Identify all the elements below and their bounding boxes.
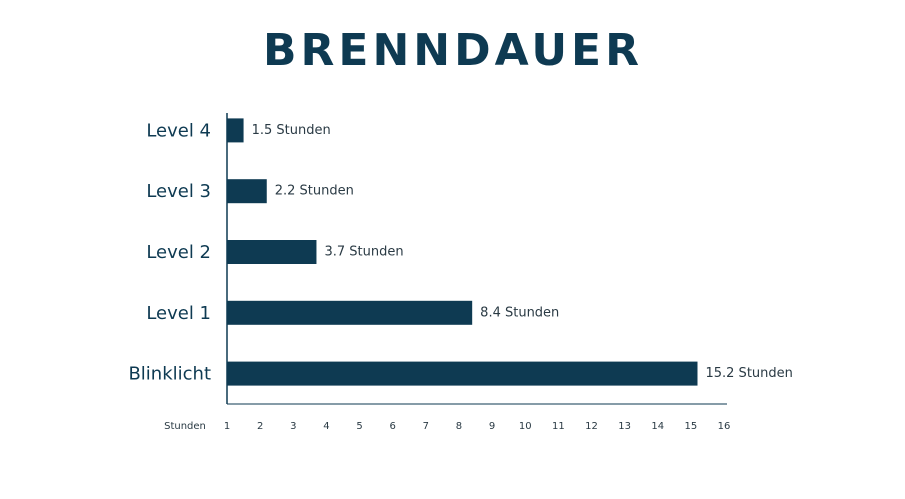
value-label: 15.2 Stunden [705, 366, 792, 381]
bar [227, 240, 317, 264]
value-label: 2.2 Stunden [275, 184, 354, 199]
bar [227, 179, 267, 204]
y-tick-label: Blinklicht [128, 364, 211, 385]
x-tick-label: 3 [290, 421, 296, 432]
x-tick-label: 5 [356, 421, 362, 432]
x-tick-label: 6 [389, 421, 395, 432]
x-tick-label: 10 [519, 421, 532, 432]
value-label: 8.4 Stunden [480, 305, 559, 320]
x-tick-label: 4 [323, 421, 329, 432]
x-tick-label: 15 [684, 421, 697, 432]
y-tick-label: Level 3 [146, 181, 211, 202]
value-label: 3.7 Stunden [324, 245, 403, 260]
y-tick-label: Level 2 [146, 242, 211, 263]
y-tick-label: Level 4 [146, 120, 211, 141]
x-tick-label: 12 [585, 421, 598, 432]
value-label: 1.5 Stunden [252, 123, 331, 138]
bar [227, 361, 698, 386]
chart-title: BRENNDAUER [263, 25, 643, 76]
x-tick-label: 1 [224, 421, 230, 432]
x-tick-label: 9 [489, 421, 495, 432]
bar [227, 118, 244, 143]
x-tick-label: 16 [718, 421, 731, 432]
x-tick-label: 8 [456, 421, 462, 432]
x-tick-label: 2 [257, 421, 263, 432]
x-tick-label: 13 [618, 421, 631, 432]
bar [227, 300, 473, 325]
x-axis-label: Stunden [164, 421, 206, 432]
y-tick-label: Level 1 [146, 303, 211, 324]
x-tick-label: 14 [651, 421, 664, 432]
x-tick-label: 7 [423, 421, 429, 432]
x-tick-label: 11 [552, 421, 565, 432]
